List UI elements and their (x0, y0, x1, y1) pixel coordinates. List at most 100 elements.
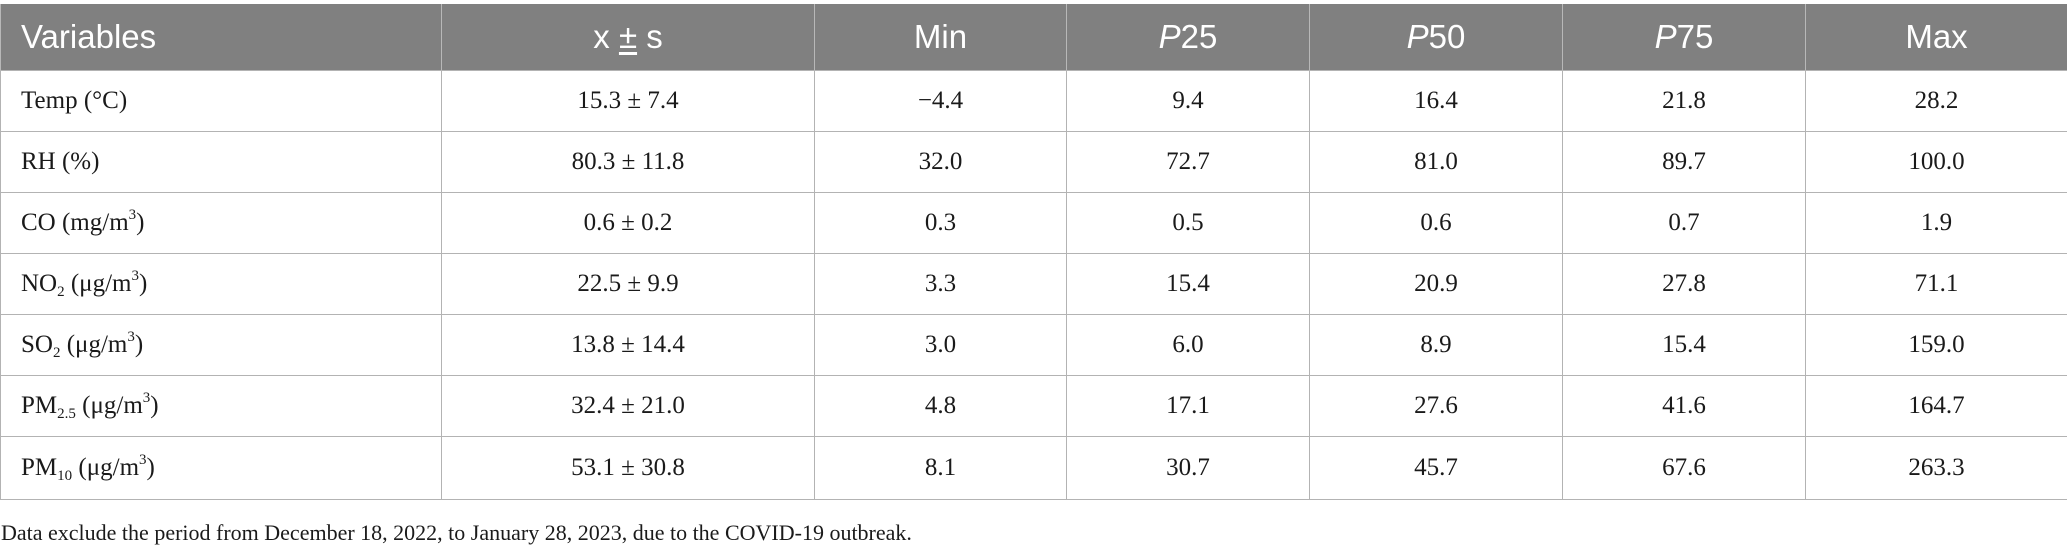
cell-variable: PM2.5 (μg/m3) (0, 375, 442, 437)
cell-mean-sd: 32.4 ± 21.0 (441, 375, 815, 437)
header-p50-number: 50 (1428, 18, 1466, 55)
cell-p50: 45.7 (1309, 436, 1563, 500)
table-header: Variables x ± s Min P25 P50 P75 Max (0, 4, 2067, 71)
cell-min: 8.1 (814, 436, 1067, 500)
cell-max: 159.0 (1805, 314, 2067, 376)
table-row: PM2.5 (μg/m3) 32.4 ± 21.0 4.8 17.1 27.6 … (0, 375, 2067, 437)
header-mean-sd: x ± s (441, 4, 815, 71)
header-p25: P25 (1066, 4, 1310, 71)
cell-p25: 6.0 (1066, 314, 1310, 376)
cell-variable: SO2 (μg/m3) (0, 314, 442, 376)
header-plus-minus-symbol: ± (618, 18, 638, 55)
table-row: RH (%) 80.3 ± 11.8 32.0 72.7 81.0 89.7 1… (0, 131, 2067, 193)
cell-p50: 16.4 (1309, 70, 1563, 132)
cell-min: 0.3 (814, 192, 1067, 254)
variable-unit-close: ) (150, 392, 159, 419)
cell-max: 1.9 (1805, 192, 2067, 254)
variable-unit-close: ) (138, 270, 148, 297)
cell-mean-sd: 13.8 ± 14.4 (441, 314, 815, 376)
cell-p25: 30.7 (1066, 436, 1310, 500)
cell-p50: 27.6 (1309, 375, 1563, 437)
header-p75-number: 75 (1676, 18, 1714, 55)
variable-subscript: 2 (57, 284, 65, 300)
variable-unit: (μg/m (60, 331, 128, 358)
cell-p25: 17.1 (1066, 375, 1310, 437)
variable-unit: (μg/m (64, 270, 132, 297)
cell-p25: 0.5 (1066, 192, 1310, 254)
cell-max: 28.2 (1805, 70, 2067, 132)
cell-variable: PM10 (μg/m3) (0, 436, 442, 500)
variable-unit-exponent: 3 (131, 268, 139, 284)
table-footnote: Data exclude the period from December 18… (1, 520, 912, 545)
cell-p75: 27.8 (1562, 253, 1806, 315)
variable-unit-close: ) (136, 209, 145, 236)
variable-subscript: 10 (57, 468, 73, 484)
variable-unit-close: ) (146, 454, 155, 481)
cell-mean-sd: 53.1 ± 30.8 (441, 436, 815, 500)
header-max: Max (1805, 4, 2067, 71)
cell-p75: 21.8 (1562, 70, 1806, 132)
cell-p50: 81.0 (1309, 131, 1563, 193)
header-sd-symbol: s (646, 18, 663, 55)
variable-unit-exponent: 3 (127, 329, 135, 345)
cell-p25: 72.7 (1066, 131, 1310, 193)
cell-max: 164.7 (1805, 375, 2067, 437)
header-p25-letter: P (1158, 18, 1181, 55)
variable-name: CO (21, 209, 56, 236)
cell-p25: 9.4 (1066, 70, 1310, 132)
header-variables-label: Variables (21, 18, 157, 55)
variable-name: Temp (°C) (21, 87, 128, 114)
table-row: CO (mg/m3) 0.6 ± 0.2 0.3 0.5 0.6 0.7 1.9 (0, 192, 2067, 254)
descriptive-statistics-table: Variables x ± s Min P25 P50 P75 Max Temp… (0, 4, 2067, 500)
cell-p75: 89.7 (1562, 131, 1806, 193)
cell-min: 3.0 (814, 314, 1067, 376)
table-row: Temp (°C) 15.3 ± 7.4 −4.4 9.4 16.4 21.8 … (0, 70, 2067, 132)
cell-p50: 0.6 (1309, 192, 1563, 254)
cell-variable: Temp (°C) (0, 70, 442, 132)
cell-mean-sd: 22.5 ± 9.9 (441, 253, 815, 315)
table-row: PM10 (μg/m3) 53.1 ± 30.8 8.1 30.7 45.7 6… (0, 436, 2067, 500)
cell-mean-sd: 0.6 ± 0.2 (441, 192, 815, 254)
variable-unit-close: ) (134, 331, 144, 358)
table-row: NO2 (μg/m3) 22.5 ± 9.9 3.3 15.4 20.9 27.… (0, 253, 2067, 315)
header-p25-number: 25 (1180, 18, 1218, 55)
header-variables: Variables (0, 4, 442, 71)
variable-name: PM (21, 454, 58, 481)
variable-subscript: 2.5 (57, 406, 76, 422)
cell-min: −4.4 (814, 70, 1067, 132)
variable-name: PM (21, 392, 58, 419)
header-min-label: Min (913, 18, 968, 55)
header-mean-symbol: x (593, 18, 610, 55)
variable-unit: (mg/m (55, 209, 129, 236)
table-row: SO2 (μg/m3) 13.8 ± 14.4 3.0 6.0 8.9 15.4… (0, 314, 2067, 376)
header-row: Variables x ± s Min P25 P50 P75 Max (0, 4, 2067, 71)
cell-min: 4.8 (814, 375, 1067, 437)
cell-mean-sd: 80.3 ± 11.8 (441, 131, 815, 193)
cell-p75: 15.4 (1562, 314, 1806, 376)
cell-p25: 15.4 (1066, 253, 1310, 315)
variable-unit-exponent: 3 (128, 207, 137, 223)
cell-p50: 8.9 (1309, 314, 1563, 376)
cell-variable: NO2 (μg/m3) (0, 253, 442, 315)
cell-variable: RH (%) (0, 131, 442, 193)
header-min: Min (814, 4, 1067, 71)
table-body: Temp (°C) 15.3 ± 7.4 −4.4 9.4 16.4 21.8 … (0, 70, 2067, 500)
cell-p75: 67.6 (1562, 436, 1806, 500)
variable-name: RH (%) (21, 148, 100, 175)
cell-variable: CO (mg/m3) (0, 192, 442, 254)
cell-p50: 20.9 (1309, 253, 1563, 315)
cell-max: 100.0 (1805, 131, 2067, 193)
cell-mean-sd: 15.3 ± 7.4 (441, 70, 815, 132)
header-p50: P50 (1309, 4, 1563, 71)
cell-p75: 41.6 (1562, 375, 1806, 437)
cell-p75: 0.7 (1562, 192, 1806, 254)
header-max-label: Max (1905, 18, 1968, 55)
variable-unit: (μg/m (75, 392, 143, 419)
variable-name: SO (21, 331, 53, 358)
cell-max: 71.1 (1805, 253, 2067, 315)
cell-max: 263.3 (1805, 436, 2067, 500)
statistics-table-container: Variables x ± s Min P25 P50 P75 Max Temp… (0, 4, 2067, 500)
header-p50-letter: P (1406, 18, 1429, 55)
variable-name: NO (21, 270, 58, 297)
header-p75-letter: P (1654, 18, 1677, 55)
